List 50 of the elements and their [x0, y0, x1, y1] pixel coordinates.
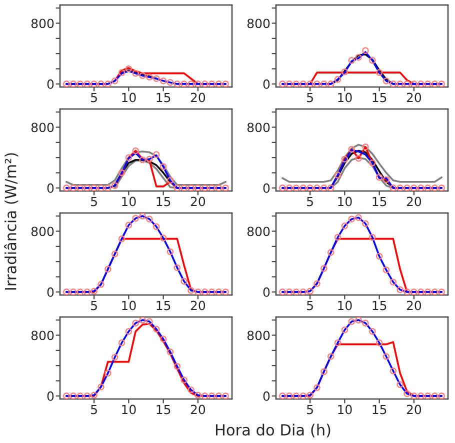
- x-axis-title: Hora do Dia (h): [216, 424, 330, 438]
- x-tick-label: 15: [372, 300, 386, 310]
- x-tick-label: 5: [307, 300, 313, 310]
- x-tick-label: 10: [338, 404, 352, 414]
- x-tick-label: 5: [91, 300, 97, 310]
- y-tick-label: 800: [247, 122, 270, 132]
- y-tick-label: 800: [31, 18, 54, 28]
- x-tick-label: 15: [372, 404, 386, 414]
- x-tick-label: 5: [91, 196, 97, 206]
- y-axis-title: Irradiância (W/m²): [4, 153, 18, 290]
- y-tick-label: 800: [31, 226, 54, 236]
- y-tick-label: 800: [31, 122, 54, 132]
- y-tick-label: 0: [263, 183, 270, 193]
- x-tick-label: 10: [122, 300, 136, 310]
- y-tick-label: 800: [247, 330, 270, 340]
- x-tick-label: 15: [372, 92, 386, 102]
- x-tick-label: 20: [406, 196, 422, 206]
- y-tick-label: 800: [247, 226, 270, 236]
- y-tick-label: 0: [47, 287, 54, 297]
- y-tick-label: 0: [47, 183, 54, 193]
- x-tick-label: 20: [406, 404, 422, 414]
- x-tick-label: 5: [307, 196, 313, 206]
- x-tick-label: 10: [338, 300, 352, 310]
- x-tick-label: 20: [190, 196, 206, 206]
- x-tick-label: 10: [338, 92, 352, 102]
- y-tick-label: 0: [263, 391, 270, 401]
- y-tick-label: 800: [247, 18, 270, 28]
- x-tick-label: 10: [122, 92, 136, 102]
- x-tick-label: 20: [190, 300, 206, 310]
- x-tick-label: 5: [91, 404, 97, 414]
- y-tick-label: 0: [263, 79, 270, 89]
- x-tick-label: 20: [190, 404, 206, 414]
- x-tick-label: 10: [122, 404, 136, 414]
- x-tick-label: 15: [156, 404, 170, 414]
- y-tick-label: 0: [47, 391, 54, 401]
- x-tick-label: 15: [372, 196, 386, 206]
- x-tick-label: 20: [406, 92, 422, 102]
- y-tick-label: 0: [47, 79, 54, 89]
- x-tick-label: 5: [307, 92, 313, 102]
- x-tick-label: 20: [190, 92, 206, 102]
- x-tick-label: 5: [91, 92, 97, 102]
- x-tick-label: 20: [406, 300, 422, 310]
- y-tick-label: 800: [31, 330, 54, 340]
- x-tick-label: 15: [156, 196, 170, 206]
- x-tick-label: 5: [307, 404, 313, 414]
- x-tick-label: 10: [338, 196, 352, 206]
- x-tick-label: 10: [122, 196, 136, 206]
- x-tick-label: 15: [156, 92, 170, 102]
- y-tick-label: 0: [263, 287, 270, 297]
- x-tick-label: 15: [156, 300, 170, 310]
